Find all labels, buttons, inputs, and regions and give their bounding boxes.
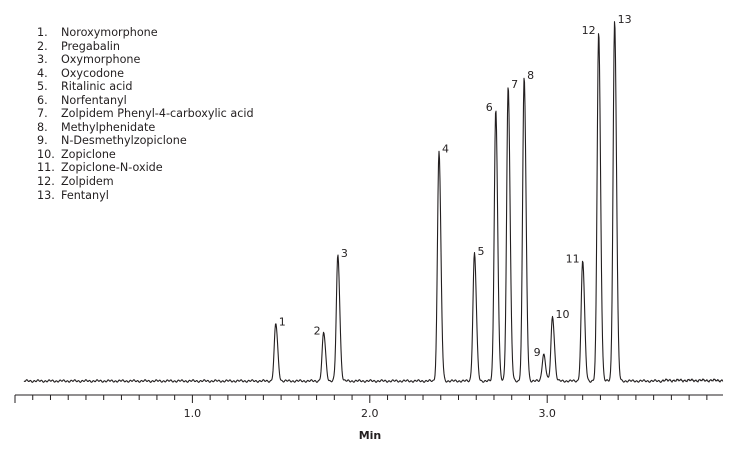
legend-number: 1. (37, 26, 48, 39)
legend-number: 7. (37, 107, 48, 121)
legend-item: 5. Ritalinic acid (37, 80, 254, 94)
legend-item: 10. Zopiclone (37, 148, 254, 162)
peak-label: 10 (556, 308, 570, 321)
legend-number: 6. (37, 93, 48, 107)
legend-compound-name: Zolpidem Phenyl-4-carboxylic acid (61, 107, 254, 121)
legend-number: 10. (37, 147, 55, 161)
legend-number: 4. (37, 66, 48, 80)
peak-label: 8 (527, 69, 534, 82)
legend-compound-name: Oxymorphone (61, 53, 141, 67)
legend-compound-name: Noroxymorphone (61, 26, 158, 39)
legend-item: 1. Noroxymorphone (37, 26, 254, 40)
x-axis-tick-labels: 1.0 2.0 3.0 (184, 407, 556, 420)
legend-item: 3. Oxymorphone (37, 53, 254, 67)
legend-number: 9. (37, 134, 48, 148)
legend-item: 9. N-Desmethylzopiclone (37, 134, 254, 148)
chromatogram-trace (23, 21, 724, 383)
legend-number: 11. (37, 161, 55, 175)
peak-label: 4 (442, 143, 449, 156)
legend-item: 7. Zolpidem Phenyl-4-carboxylic acid (37, 107, 254, 121)
x-tick-label: 3.0 (538, 407, 556, 420)
legend-item: 4. Oxycodone (37, 67, 254, 81)
legend-compound-name: Fentanyl (61, 188, 109, 202)
legend-number: 3. (37, 53, 48, 67)
legend-number: 2. (37, 39, 48, 53)
legend-item: 8. Methylphenidate (37, 121, 254, 135)
legend-number: 12. (37, 175, 55, 189)
legend-number: 13. (37, 188, 55, 202)
peak-label: 9 (534, 346, 541, 359)
x-tick-label: 1.0 (184, 407, 202, 420)
peak-label: 6 (486, 101, 493, 114)
x-tick-label: 2.0 (361, 407, 379, 420)
legend-item: 6. Norfentanyl (37, 94, 254, 108)
peak-label: 7 (511, 78, 518, 91)
legend-compound-name: Zopiclone-N-oxide (61, 161, 163, 175)
legend-item: 13. Fentanyl (37, 189, 254, 203)
peak-label: 13 (618, 13, 632, 26)
peak-label: 12 (582, 24, 596, 37)
legend-compound-name: Ritalinic acid (61, 80, 133, 94)
legend-compound-name: Zopiclone (61, 147, 116, 161)
peak-label: 5 (477, 245, 484, 258)
legend-compound-name: Methylphenidate (61, 120, 156, 134)
legend-item: 12. Zolpidem (37, 175, 254, 189)
legend-number: 8. (37, 120, 48, 134)
legend-compound-name: N-Desmethylzopiclone (61, 134, 187, 148)
legend-compound-name: Zolpidem (61, 175, 114, 189)
peak-label: 2 (314, 324, 321, 337)
legend-compound-name: Pregabalin (61, 39, 121, 53)
legend-number: 5. (37, 80, 48, 94)
x-axis-title: Min (358, 429, 382, 442)
peak-label: 3 (341, 247, 348, 260)
peak-label: 11 (566, 252, 580, 265)
compound-legend: 1. Noroxymorphone 2. Pregabalin 3. Oxymorphon… (37, 26, 254, 202)
legend-compound-name: Oxycodone (61, 66, 124, 80)
legend-item: 2. Pregabalin (37, 40, 254, 54)
peak-label: 1 (279, 315, 286, 328)
legend-item: 11. Zopiclone-N-oxide (37, 161, 254, 175)
x-axis-ticks (14, 395, 708, 403)
legend-compound-name: Norfentanyl (61, 93, 127, 107)
